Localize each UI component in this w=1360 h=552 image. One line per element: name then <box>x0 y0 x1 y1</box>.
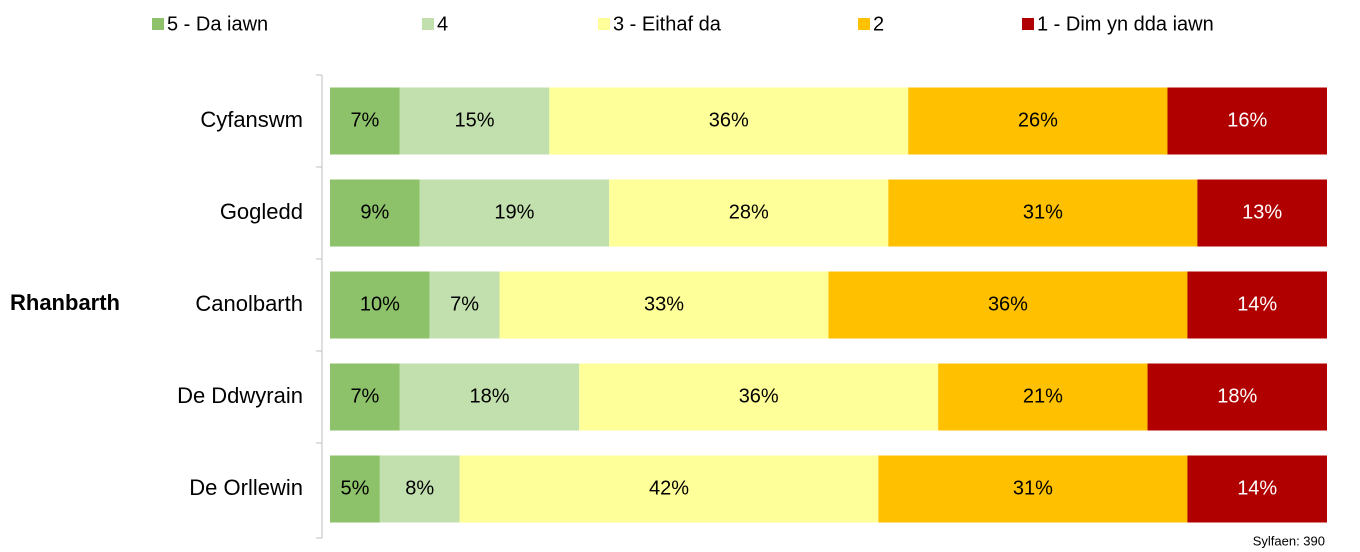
data-label: 14% <box>1237 477 1277 499</box>
legend-swatch <box>1022 18 1034 30</box>
data-label: 13% <box>1242 201 1282 223</box>
y-axis-label: Rhanbarth <box>10 290 120 315</box>
legend-label: 4 <box>437 13 448 35</box>
y-tick-label: Cyfanswm <box>200 107 303 132</box>
data-label: 18% <box>1217 385 1257 407</box>
legend-label: 5 - Da iawn <box>167 13 268 35</box>
bar-segment <box>1197 179 1327 247</box>
bar-segment <box>1167 87 1327 155</box>
bar-segment <box>419 179 610 247</box>
data-label: 33% <box>644 293 684 315</box>
legend-swatch <box>152 18 164 30</box>
bar-segment <box>459 455 879 523</box>
data-label: 31% <box>1013 477 1053 499</box>
bar-segment <box>330 455 380 523</box>
bar-segment <box>878 455 1188 523</box>
bar-segment <box>828 271 1188 339</box>
data-label: 5% <box>340 477 369 499</box>
axis <box>316 74 323 539</box>
data-label: 7% <box>350 385 379 407</box>
y-tick-label: Gogledd <box>220 199 303 224</box>
data-label: 28% <box>729 201 769 223</box>
data-label: 36% <box>988 293 1028 315</box>
data-label: 36% <box>709 109 749 131</box>
y-tick-label: De Ddwyrain <box>177 383 303 408</box>
data-label: 7% <box>350 109 379 131</box>
data-label: 19% <box>494 201 534 223</box>
data-label: 8% <box>405 477 434 499</box>
data-label: 36% <box>739 385 779 407</box>
data-label: 42% <box>649 477 689 499</box>
data-label: 18% <box>470 385 510 407</box>
bar-segment <box>429 271 500 339</box>
data-label: 9% <box>360 201 389 223</box>
data-label: 7% <box>450 293 479 315</box>
data-label: 10% <box>360 293 400 315</box>
data-label: 31% <box>1023 201 1063 223</box>
bar-segment <box>499 271 829 339</box>
bar-segment <box>1187 455 1327 523</box>
data-label: 16% <box>1227 109 1267 131</box>
bar-segment <box>1187 271 1327 339</box>
legend-swatch <box>422 18 434 30</box>
bar-segment <box>399 87 550 155</box>
legend-label: 3 - Eithaf da <box>613 13 722 35</box>
data-label: 15% <box>455 109 495 131</box>
bar-segment <box>330 87 400 155</box>
bar-segment <box>330 363 400 431</box>
bar-segment <box>330 179 420 247</box>
bar-segment <box>938 363 1148 431</box>
legend-swatch <box>858 18 870 30</box>
bar-segment <box>549 87 909 155</box>
bar-segment <box>579 363 939 431</box>
y-tick-label: De Orllewin <box>189 475 303 500</box>
y-tick-label: Canolbarth <box>195 291 303 316</box>
bar-segment <box>908 87 1168 155</box>
bar-segment <box>399 363 580 431</box>
bar-segment <box>330 271 430 339</box>
bar-segment <box>1147 363 1327 431</box>
data-label: 14% <box>1237 293 1277 315</box>
bar-segment <box>888 179 1198 247</box>
legend-label: 1 - Dim yn dda iawn <box>1037 13 1214 35</box>
annotation: Sylfaen: 390 <box>1253 533 1325 548</box>
bar-segment <box>609 179 889 247</box>
bar-segment <box>379 455 460 523</box>
data-label: 21% <box>1023 385 1063 407</box>
legend-label: 2 <box>873 13 884 35</box>
legend-swatch <box>598 18 610 30</box>
data-label: 26% <box>1018 109 1058 131</box>
